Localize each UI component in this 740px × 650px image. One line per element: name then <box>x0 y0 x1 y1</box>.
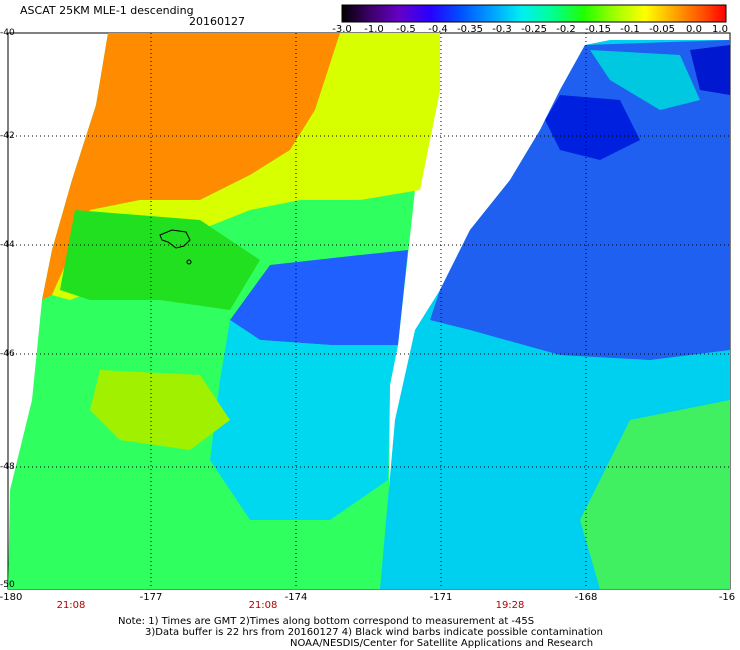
colorbar-label: 1.0 <box>712 24 728 35</box>
colorbar-label: -0.1 <box>620 24 640 35</box>
colorbar-label: -1.0 <box>364 24 384 35</box>
note-line-2: 3)Data buffer is 22 hrs from 20160127 4)… <box>145 627 603 638</box>
colorbar-label: -0.05 <box>649 24 675 35</box>
lon-label: -177 <box>139 592 163 603</box>
green-patch-1 <box>60 210 260 310</box>
dark-blue-patch <box>545 95 640 160</box>
colorbar <box>341 4 727 23</box>
blue-region-right <box>430 40 730 360</box>
cyan-region-left <box>210 320 398 520</box>
dark-blue-patch-2 <box>690 45 730 95</box>
colorbar-labels: -3.0 -1.0 -0.5 -0.4 -0.35 -0.3 -0.25 -0.… <box>332 24 728 36</box>
note-line-1: Note: 1) Times are GMT 2)Times along bot… <box>118 616 535 627</box>
colorbar-label: -3.0 <box>332 24 352 35</box>
cyan-patch-right <box>590 50 700 110</box>
lat-label: -40 <box>0 28 15 38</box>
lat-label: -50 <box>0 580 15 590</box>
time-label: 21:08 <box>248 600 278 611</box>
green-patch-right <box>580 400 730 589</box>
chatham-island <box>159 229 191 249</box>
lon-label: -16 <box>718 592 736 603</box>
blue-region-left <box>230 250 408 345</box>
swath-data <box>8 33 730 589</box>
small-island <box>186 259 192 265</box>
lat-label: -44 <box>0 240 15 250</box>
lon-label: -180 <box>0 592 23 603</box>
colorbar-label: -0.15 <box>585 24 611 35</box>
time-label: 19:28 <box>495 600 525 611</box>
colorbar-label: 0.0 <box>686 24 702 35</box>
lat-label: -48 <box>0 462 15 472</box>
lon-label: -171 <box>429 592 453 603</box>
time-label: 21:08 <box>56 600 86 611</box>
lat-label: -46 <box>0 349 15 359</box>
lat-label: -42 <box>0 131 15 141</box>
colorbar-label: -0.25 <box>521 24 547 35</box>
colorbar-label: -0.35 <box>457 24 483 35</box>
colorbar-label: -0.5 <box>396 24 416 35</box>
note-line-3: NOAA/NESDIS/Center for Satellite Applica… <box>290 638 594 649</box>
lon-label: -168 <box>574 592 598 603</box>
map-title: ASCAT 25KM MLE-1 descending <box>20 4 194 17</box>
colorbar-label: -0.3 <box>492 24 512 35</box>
map-date: 20160127 <box>189 15 245 28</box>
lon-label: -174 <box>284 592 308 603</box>
colorbar-label: -0.4 <box>428 24 448 35</box>
colorbar-label: -0.2 <box>556 24 576 35</box>
green-patch-2 <box>90 370 230 450</box>
graticule <box>8 33 730 589</box>
orange-region <box>42 33 340 300</box>
